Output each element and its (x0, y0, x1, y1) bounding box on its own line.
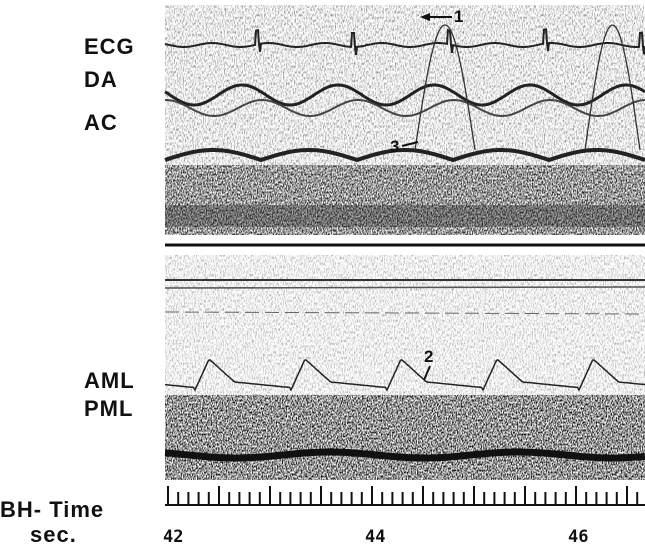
echo-line (164, 311, 645, 315)
label-da: DA (84, 67, 118, 92)
marker: 2 (424, 347, 433, 366)
marker-arrow (423, 365, 431, 381)
pml-trace (164, 448, 645, 462)
time-label: BH- Time (0, 497, 104, 522)
time-unit: sec. (30, 522, 77, 547)
aml-trace (164, 359, 645, 392)
upper-panel (165, 5, 645, 235)
da-trace (164, 83, 645, 107)
ac-trace (164, 148, 645, 163)
echo-line (164, 286, 645, 289)
time-ruler (165, 486, 645, 506)
ecg-trace (164, 28, 645, 56)
lower-panel (164, 255, 645, 480)
time-tick-label: 42 (163, 527, 183, 547)
label-ecg: ECG (84, 34, 135, 59)
time-tick-label: 44 (365, 527, 385, 547)
wave-trace (584, 24, 641, 151)
da-trace (165, 99, 645, 117)
time-tick-label: 46 (568, 527, 588, 547)
traces (164, 24, 645, 462)
wave-trace (414, 24, 476, 151)
marker-arrow (401, 141, 419, 147)
marker-arrow (420, 13, 430, 21)
label-aml: AML (84, 368, 135, 393)
label-ac: AC (84, 110, 118, 135)
marker: 1 (454, 7, 463, 26)
marker: 3 (390, 137, 399, 156)
label-pml: PML (84, 396, 133, 421)
